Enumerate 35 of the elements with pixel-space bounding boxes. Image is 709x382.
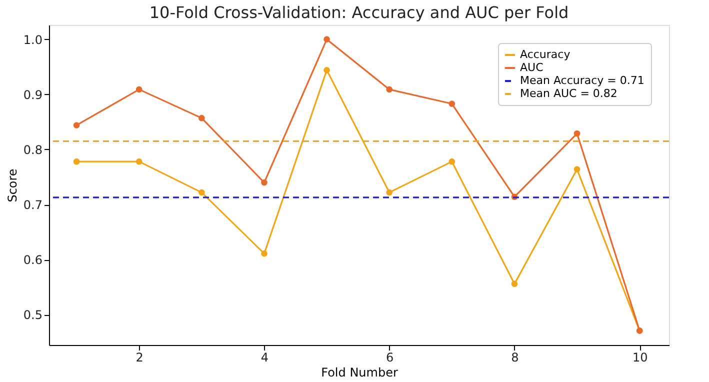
point bbox=[386, 86, 393, 93]
point bbox=[448, 158, 456, 165]
legend-label: Accuracy bbox=[520, 48, 571, 61]
point bbox=[386, 189, 393, 196]
legend-label: Mean Accuracy = 0.71 bbox=[520, 74, 644, 87]
x-tick-label: 10 bbox=[632, 350, 648, 364]
x-tick-label: 2 bbox=[136, 350, 144, 364]
y-tick-label: 0.9 bbox=[23, 88, 42, 102]
y-tick-label: 0.5 bbox=[23, 308, 42, 322]
y-axis-title: Score bbox=[5, 168, 20, 202]
point bbox=[261, 179, 268, 186]
point bbox=[261, 250, 268, 257]
point bbox=[136, 86, 142, 93]
point bbox=[511, 280, 518, 288]
point bbox=[198, 114, 205, 122]
x-axis-title: Fold Number bbox=[321, 366, 398, 380]
legend-label: AUC bbox=[520, 61, 544, 74]
point bbox=[448, 100, 456, 107]
point bbox=[574, 166, 580, 172]
y-tick-label: 1.0 bbox=[23, 32, 42, 47]
point bbox=[324, 67, 330, 74]
point bbox=[136, 158, 142, 165]
point bbox=[73, 158, 80, 165]
point bbox=[574, 130, 580, 137]
point bbox=[198, 189, 205, 196]
x-tick-label: 8 bbox=[511, 350, 519, 364]
point bbox=[324, 36, 330, 42]
chart-title: 10-Fold Cross-Validation: Accuracy and AUC per Fold bbox=[149, 3, 569, 22]
point bbox=[73, 122, 80, 128]
y-tick-label: 0.8 bbox=[23, 142, 42, 157]
y-tick-label: 0.6 bbox=[23, 253, 42, 268]
legend-label: Mean AUC = 0.82 bbox=[520, 87, 618, 100]
y-tick-label: 0.7 bbox=[23, 198, 42, 212]
x-tick-label: 4 bbox=[260, 350, 269, 364]
x-tick-label: 6 bbox=[386, 350, 394, 364]
